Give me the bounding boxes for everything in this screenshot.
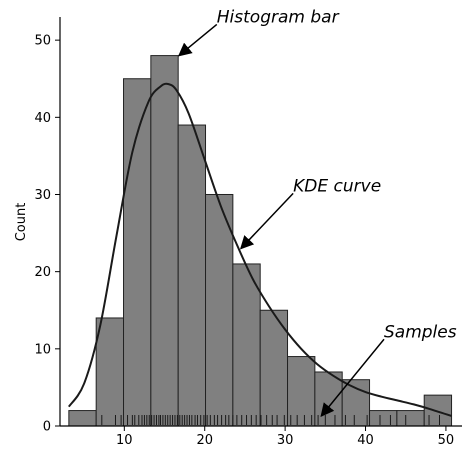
x-tick-label: 10	[116, 433, 133, 448]
x-tick-label: 20	[196, 433, 213, 448]
y-tick-label: 30	[34, 188, 51, 203]
histogram-bar	[396, 410, 425, 427]
y-tick-label: 10	[34, 342, 51, 357]
annotation-label: Histogram bar	[217, 7, 340, 27]
histogram-bar	[232, 263, 261, 427]
histogram-bars	[68, 55, 453, 427]
y-tick-label: 40	[34, 111, 51, 126]
histogram-bar	[341, 379, 371, 427]
annotations: Histogram bar KDE curve Samples	[177, 7, 457, 418]
x-tick-label: 40	[357, 433, 374, 448]
annotation-label: Samples	[384, 322, 457, 342]
annotation-label: KDE curve	[293, 176, 381, 196]
histogram-bar	[205, 193, 234, 427]
x-tick-label: 30	[277, 433, 294, 448]
y-tick-label: 0	[43, 420, 51, 435]
x-tick-label: 50	[438, 433, 455, 448]
annotation-arrow	[239, 192, 294, 250]
histogram-bar	[259, 309, 289, 427]
histogram-bar	[150, 55, 179, 427]
annotation-arrow	[177, 23, 218, 57]
y-axis-label: Count	[14, 203, 29, 242]
histogram-bar	[314, 371, 343, 427]
y-tick-label: 20	[34, 265, 51, 280]
axes: 10 20 30 40 50 0 10 20 30 40 50	[34, 17, 462, 448]
histogram-bar	[369, 410, 398, 427]
rug-marks	[101, 415, 440, 425]
histogram-bar	[177, 124, 207, 427]
annotation-arrow	[320, 338, 385, 418]
histogram-bar	[68, 410, 97, 427]
histogram-bar	[287, 356, 316, 427]
histogram-bar	[95, 317, 125, 427]
kde-curve	[68, 82, 452, 417]
y-tick-label: 50	[34, 34, 51, 49]
